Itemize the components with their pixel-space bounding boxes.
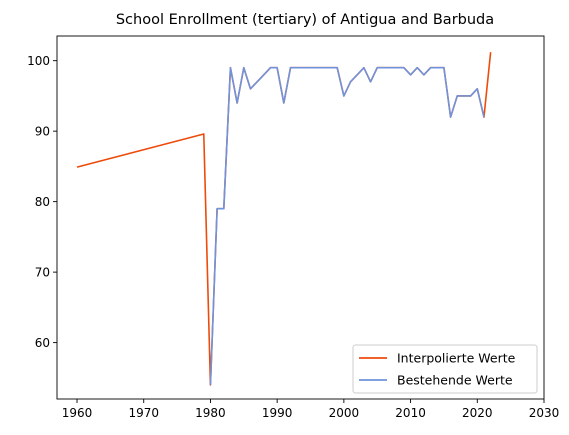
chart-title: School Enrollment (tertiary) of Antigua …	[116, 12, 494, 28]
x-tick-label: 2010	[395, 406, 426, 420]
x-tick-label: 1990	[262, 406, 293, 420]
x-tick-label: 1960	[62, 406, 93, 420]
legend-label: Interpolierte Werte	[397, 351, 516, 366]
legend: Interpolierte Werte Bestehende Werte	[352, 344, 538, 394]
x-tick-label: 1970	[128, 406, 159, 420]
y-tick-label: 90	[35, 125, 50, 139]
series-layer	[76, 52, 492, 386]
x-tick-label: 1980	[195, 406, 226, 420]
series-line-existing	[209, 66, 485, 385]
plot-frame	[56, 35, 545, 400]
x-tick-label: 2020	[462, 406, 493, 420]
x-tick-label: 2030	[529, 406, 560, 420]
y-tick-label: 100	[27, 54, 50, 68]
y-tick-label: 70	[35, 266, 50, 280]
legend-label: Bestehende Werte	[397, 373, 513, 388]
y-tick-label: 60	[35, 336, 50, 350]
x-tick-label: 2000	[329, 406, 360, 420]
y-tick-label: 80	[35, 195, 50, 209]
x-axis: 1960 1970 1980 1990 2000 2010 2020 2030	[62, 399, 560, 420]
legend-box	[352, 344, 538, 394]
y-axis: 60 70 80 90 100	[27, 54, 57, 350]
